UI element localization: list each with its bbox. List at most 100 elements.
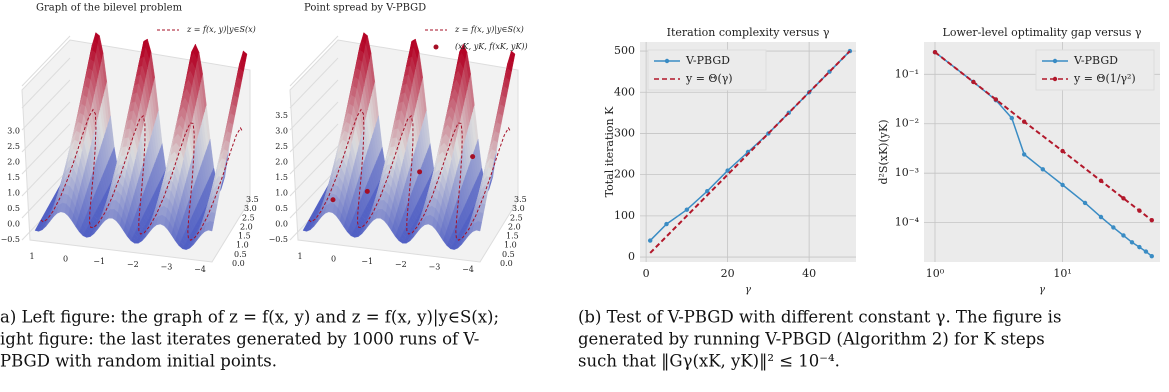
y-tick-label: 10⁻¹	[895, 67, 919, 80]
pane-grid	[21, 57, 71, 109]
series-marker	[1060, 148, 1065, 154]
legend-box	[647, 49, 767, 91]
chart-title: Point spread by V-PBGD	[304, 3, 426, 14]
y-tick-label: 0	[628, 250, 635, 263]
legend-label: (xK, yK, f(xK, yK))	[455, 42, 528, 51]
pane-grid	[21, 35, 71, 87]
series-marker	[971, 79, 976, 85]
y-tick-label: 1.5	[506, 232, 519, 241]
legend-label: V-PBGD	[1073, 54, 1118, 67]
series-marker	[1149, 253, 1154, 259]
y-tick-label: 1.0	[504, 241, 517, 250]
y-tick-label: 3.5	[514, 195, 527, 204]
z-tick-label: 3.5	[275, 111, 288, 120]
y-tick-label: 0.0	[500, 259, 513, 268]
series-marker	[725, 168, 730, 173]
x-tick-label: −1	[361, 257, 373, 266]
chart-title: Iteration complexity versus γ	[667, 26, 830, 39]
y-tick-label: 200	[614, 168, 635, 181]
series-marker	[1137, 244, 1142, 250]
y-tick-label: 300	[614, 126, 635, 139]
z-tick-label: 0.0	[7, 220, 20, 229]
z-tick-label: 1.0	[275, 189, 288, 198]
y-tick-label: 1.0	[236, 241, 249, 250]
pane-grid	[289, 145, 339, 197]
iterate-point	[417, 169, 423, 175]
y-tick-label: 10⁻⁴	[895, 216, 920, 229]
series-marker	[1143, 249, 1149, 254]
series-marker	[1149, 218, 1154, 223]
y-tick-label: 100	[614, 209, 635, 222]
x-tick-label: 40	[802, 267, 816, 280]
y-tick-label: 3.0	[244, 204, 257, 213]
series-marker	[1098, 214, 1104, 220]
pane-grid	[289, 35, 339, 87]
y-tick-label: 10⁻²	[895, 117, 919, 130]
series-marker	[664, 221, 669, 227]
x-tick-label: −4	[462, 265, 474, 274]
pane-grid	[289, 79, 339, 131]
y-tick-label: 2.5	[242, 213, 255, 222]
legend-label: z = f(x, y)|y∈S(x)	[186, 25, 256, 34]
iterate-point	[364, 188, 370, 194]
caption-line: (b) Test of V-PBGD with different consta…	[578, 308, 1061, 327]
z-tick-label: 1.5	[275, 173, 288, 182]
series-line	[649, 50, 851, 254]
z-tick-label: −0.5	[269, 235, 288, 244]
legend-box	[1035, 49, 1155, 91]
solution-curve	[308, 108, 512, 241]
legend-label: y = Θ(γ)	[685, 72, 733, 85]
series-marker	[1129, 240, 1135, 245]
x-axis-label: γ	[1039, 285, 1045, 296]
pane-grid	[21, 145, 71, 197]
series-marker	[1021, 152, 1027, 157]
surface-plot	[21, 32, 251, 263]
series-marker	[1040, 167, 1046, 172]
iterate-point	[470, 154, 476, 160]
x-tick-label: −1	[93, 257, 105, 266]
caption-line: PBGD with random initial points.	[0, 352, 277, 371]
surface-cell	[476, 220, 482, 232]
series-marker	[1009, 115, 1015, 121]
y-axis-label: Total iteration K	[603, 106, 616, 198]
pane-grid	[21, 123, 71, 175]
x-tick-label: 10⁰	[926, 267, 945, 280]
legend-marker	[1052, 76, 1058, 82]
legend-label: V-PBGD	[685, 54, 730, 67]
pane-grid	[289, 57, 339, 109]
pane-grid	[289, 167, 339, 219]
x-tick-label: −2	[127, 260, 139, 269]
z-tick-label: 2.5	[7, 142, 20, 151]
z-tick-label: −0.5	[1, 235, 20, 244]
z-tick-label: 0.0	[275, 220, 288, 229]
series-marker	[1098, 178, 1104, 184]
caption-line: such that ‖Gγ(xK, yK)‖² ≤ 10⁻⁴.	[578, 352, 840, 371]
z-tick-label: 0.5	[275, 204, 288, 213]
y-tick-label: 0.5	[234, 250, 247, 259]
chart-title: Graph of the bilevel problem	[36, 3, 183, 14]
x-tick-label: 10¹	[1053, 267, 1071, 280]
x-tick-label: −4	[194, 265, 206, 274]
y-tick-label: 2.0	[508, 222, 521, 231]
pane-grid	[289, 101, 339, 153]
caption-line: generated by running V-PBGD (Algorithm 2…	[578, 330, 1045, 349]
x-tick-label: 1	[29, 252, 34, 261]
z-tick-label: 0.5	[7, 204, 20, 213]
series-marker	[705, 188, 710, 194]
x-tick-label: −3	[161, 262, 173, 271]
caption-line: ight figure: the last iterates generated…	[0, 330, 479, 349]
caption-line: a) Left figure: the graph of z = f(x, y)…	[0, 308, 499, 327]
z-tick-label: 1.5	[7, 173, 20, 182]
surface-plot	[289, 32, 519, 263]
y-tick-label: 3.5	[246, 195, 259, 204]
legend-marker	[664, 58, 670, 64]
y-tick-label: 2.0	[240, 222, 253, 231]
surface-cell	[208, 220, 214, 232]
solution-curve	[40, 108, 244, 241]
legend-label: y = Θ(1/γ²)	[1073, 72, 1136, 85]
y-tick-label: 400	[614, 85, 635, 98]
series-marker	[993, 97, 999, 102]
x-tick-label: 0	[331, 255, 336, 264]
z-tick-label: 3.0	[275, 127, 288, 136]
